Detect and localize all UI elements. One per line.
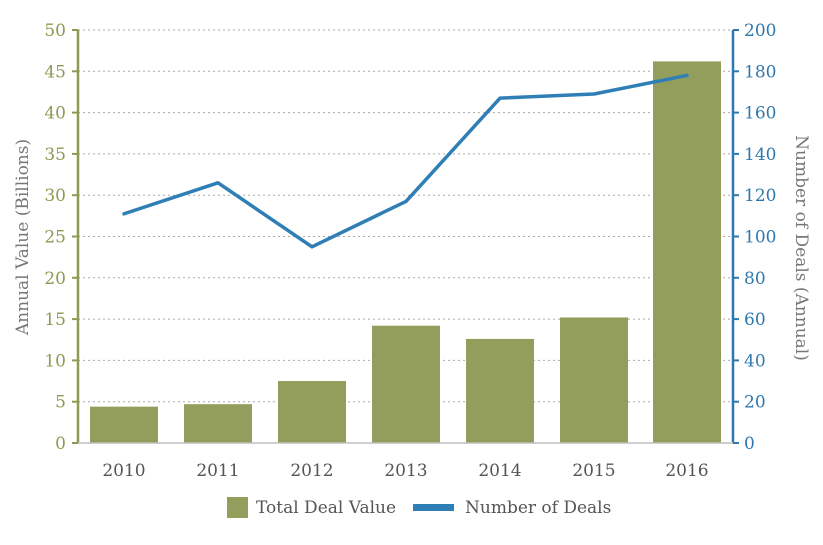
x-axis-ticks: 2010 2011 2012 2013 2014 2015 2016 xyxy=(102,461,708,481)
right-tick-label: 20 xyxy=(744,393,766,413)
bar-2011 xyxy=(184,404,252,443)
legend-label-bar: Total Deal Value xyxy=(256,498,396,518)
legend: Total Deal Value Number of Deals xyxy=(227,497,611,518)
right-tick-label: 180 xyxy=(744,62,776,82)
y2-axis-title: Number of Deals (Annual) xyxy=(791,135,811,361)
right-tick-label: 140 xyxy=(744,145,776,165)
x-tick-label: 2012 xyxy=(290,461,333,481)
right-tick-label: 80 xyxy=(744,269,766,289)
bar-2014 xyxy=(466,338,534,443)
left-axis-ticks: 0 5 10 15 20 25 30 35 40 45 50 xyxy=(44,21,78,454)
bar-series xyxy=(90,61,721,443)
left-tick-label: 20 xyxy=(44,269,66,289)
right-tick-label: 60 xyxy=(744,310,766,330)
x-tick-label: 2010 xyxy=(102,461,145,481)
left-tick-label: 5 xyxy=(55,393,66,413)
x-tick-label: 2014 xyxy=(478,461,521,481)
x-tick-label: 2015 xyxy=(572,461,615,481)
left-tick-label: 10 xyxy=(44,351,66,371)
right-tick-label: 200 xyxy=(744,21,776,41)
x-tick-label: 2016 xyxy=(665,461,708,481)
x-tick-label: 2013 xyxy=(384,461,427,481)
left-tick-label: 15 xyxy=(44,310,66,330)
bar-2010 xyxy=(90,406,158,443)
right-tick-label: 160 xyxy=(744,104,776,124)
legend-label-line: Number of Deals xyxy=(465,498,611,518)
line-number-of-deals xyxy=(122,73,689,249)
right-tick-label: 100 xyxy=(744,228,776,248)
left-tick-label: 50 xyxy=(44,21,66,41)
bar-2016 xyxy=(653,61,721,443)
line-series xyxy=(122,73,689,249)
left-tick-label: 25 xyxy=(44,228,66,248)
x-tick-label: 2011 xyxy=(196,461,239,481)
right-tick-label: 0 xyxy=(744,434,755,454)
bar-2013 xyxy=(372,325,440,443)
legend-swatch-line xyxy=(413,504,454,511)
left-tick-label: 40 xyxy=(44,104,66,124)
right-axis-ticks: 0 20 40 60 80 100 120 140 160 180 200 xyxy=(733,21,776,454)
bar-2012 xyxy=(278,381,346,443)
y-axis-title: Annual Value (Billions) xyxy=(13,139,33,336)
left-tick-label: 0 xyxy=(55,434,66,454)
left-tick-label: 45 xyxy=(44,62,66,82)
right-tick-label: 120 xyxy=(744,186,776,206)
bar-2015 xyxy=(560,317,628,443)
left-tick-label: 35 xyxy=(44,145,66,165)
right-tick-label: 40 xyxy=(744,351,766,371)
legend-swatch-bar xyxy=(227,497,248,518)
left-tick-label: 30 xyxy=(44,186,66,206)
